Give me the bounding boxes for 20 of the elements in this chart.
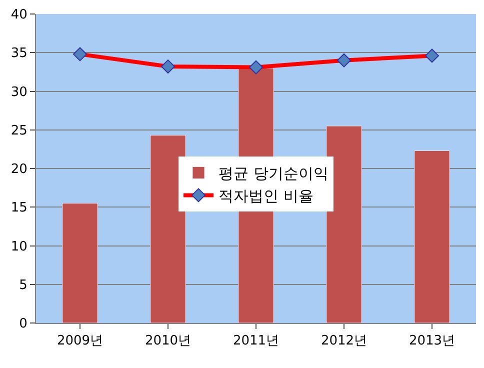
x-tick-label: 2011년 — [232, 334, 280, 349]
y-tick-label: 40 — [10, 8, 28, 23]
x-tick-label: 2012년 — [320, 334, 368, 349]
x-tick-label: 2013년 — [408, 334, 456, 349]
y-tick-label: 15 — [10, 200, 28, 216]
bar — [326, 126, 362, 323]
y-tick-label: 30 — [10, 84, 28, 100]
y-tick-label: 5 — [19, 278, 28, 293]
y-tick-label: 20 — [10, 162, 28, 178]
bar — [62, 203, 98, 323]
y-tick-label: 25 — [10, 123, 28, 138]
x-tick-label: 2009년 — [56, 334, 104, 349]
x-tick-label: 2010년 — [144, 334, 192, 349]
legend-label: 적자법인 비율 — [218, 187, 314, 206]
bar — [414, 150, 450, 323]
y-tick-label: 35 — [10, 46, 28, 62]
y-tick-label: 10 — [10, 239, 28, 254]
y-tick-label: 0 — [19, 316, 28, 332]
bar — [150, 135, 186, 323]
legend-label: 평균 당기순이익 — [218, 164, 328, 183]
